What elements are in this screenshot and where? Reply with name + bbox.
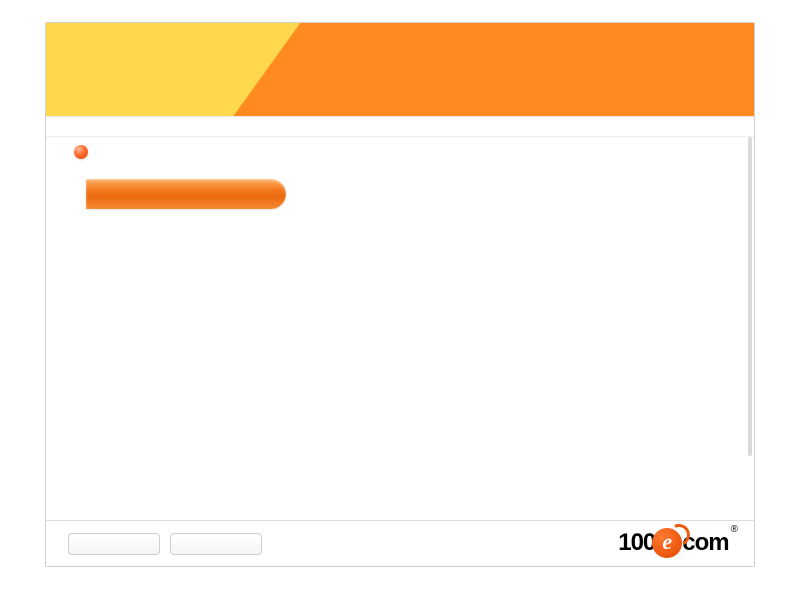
logo-registered-mark: ®: [731, 524, 738, 535]
scrollbar[interactable]: [748, 137, 752, 456]
footer-button-1[interactable]: [68, 533, 160, 555]
banner-orange-shape: [46, 23, 754, 116]
footer-button-2[interactable]: [170, 533, 262, 555]
content-area: [46, 137, 754, 518]
header-banner: [46, 23, 754, 117]
logo-text-100: 100: [618, 529, 655, 557]
brand-logo: 100 e com ®: [618, 526, 736, 560]
bullet-icon: [74, 145, 88, 159]
header-divider: [46, 117, 754, 137]
footer-bar: 100 e com ®: [46, 520, 754, 566]
logo-e-icon: e: [652, 528, 682, 558]
app-window: 100 e com ®: [45, 22, 755, 567]
section-pill: [86, 179, 286, 209]
